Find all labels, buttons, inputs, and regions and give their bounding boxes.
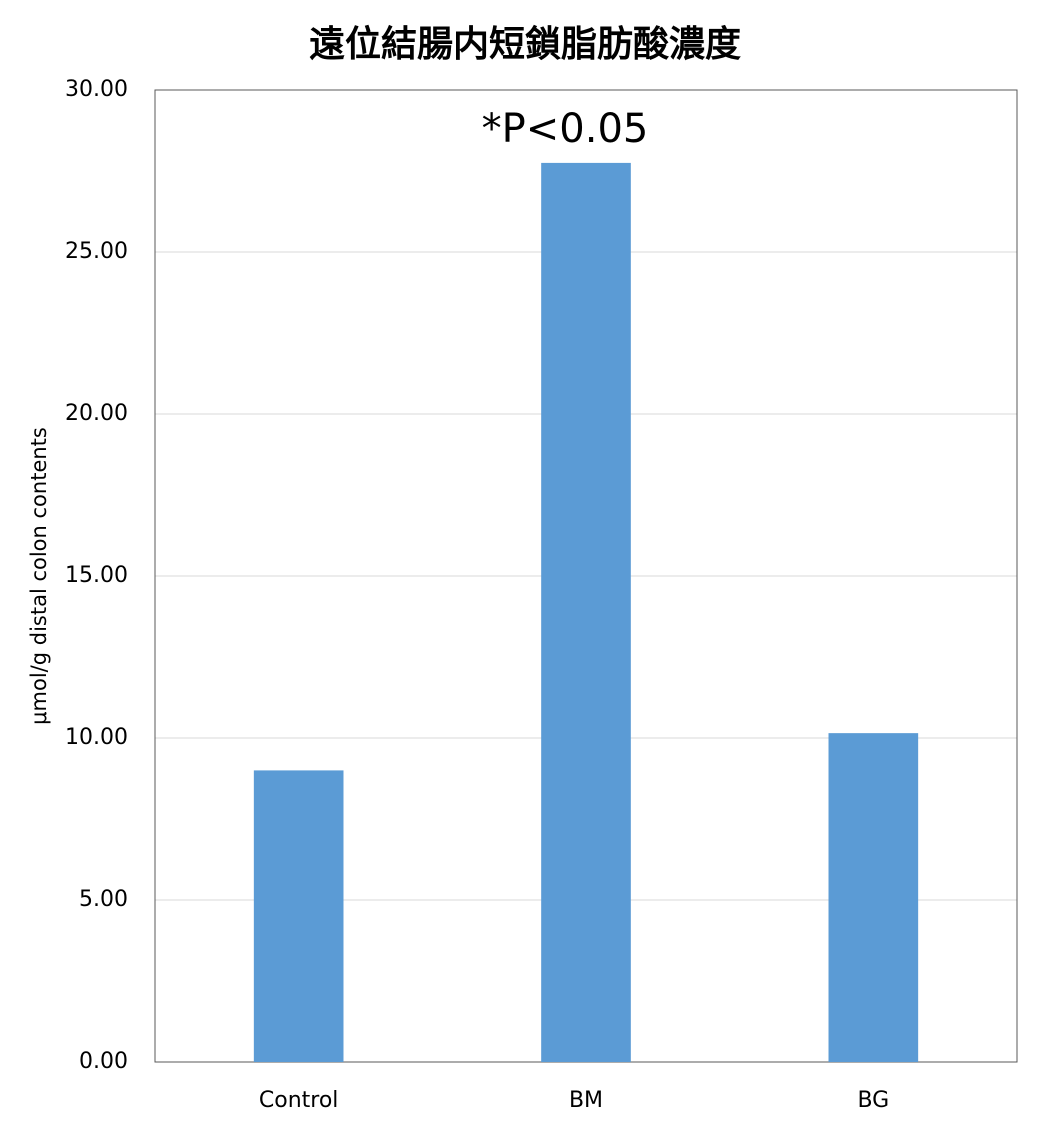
annotation: *P<0.05 bbox=[482, 106, 649, 152]
x-tick-label: Control bbox=[259, 1088, 339, 1113]
x-tick-label: BM bbox=[569, 1088, 603, 1113]
bar bbox=[828, 733, 919, 1062]
y-tick-label: 20.00 bbox=[65, 401, 128, 426]
y-tick-label: 0.00 bbox=[79, 1049, 128, 1074]
chart-title: 遠位結腸内短鎖脂肪酸濃度 bbox=[309, 24, 741, 65]
y-tick-label: 30.00 bbox=[65, 77, 128, 102]
y-tick-label: 25.00 bbox=[65, 239, 128, 264]
y-tick-label: 10.00 bbox=[65, 725, 128, 750]
y-tick-label: 5.00 bbox=[79, 887, 128, 912]
y-axis-label: μmol/g distal colon contents bbox=[27, 427, 51, 725]
bar bbox=[253, 770, 344, 1062]
y-tick-label: 15.00 bbox=[65, 563, 128, 588]
x-tick-label: BG bbox=[857, 1088, 889, 1113]
bar bbox=[541, 162, 631, 1062]
